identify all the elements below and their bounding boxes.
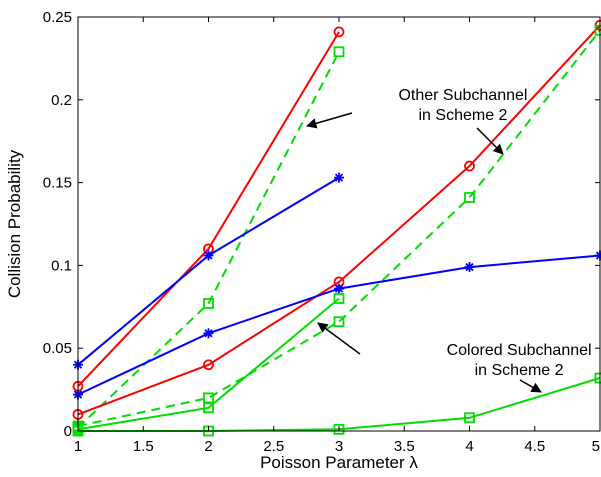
data-point	[203, 250, 214, 261]
annotation-text: in Scheme 2	[419, 107, 508, 124]
annotation-text: Other Subchannel	[398, 87, 527, 104]
data-point	[464, 160, 475, 172]
y-tick-label: 0.05	[43, 340, 72, 357]
data-point	[464, 262, 475, 273]
y-tick-label: 0.2	[51, 92, 72, 109]
annotation-arrow	[519, 379, 542, 393]
series-line	[77, 51, 340, 429]
data-point	[203, 392, 214, 404]
data-point	[203, 402, 214, 414]
x-tick-label: 3.5	[394, 438, 415, 455]
data-point	[464, 192, 475, 203]
data-point	[334, 283, 344, 294]
data-point	[333, 316, 345, 328]
y-axis-label: Collision Probability	[5, 149, 24, 298]
y-tick-label: 0	[64, 423, 72, 440]
series-line	[77, 297, 340, 431]
data-point	[464, 412, 475, 424]
x-tick-label: 3	[335, 438, 343, 455]
annotation-arrow	[305, 112, 353, 129]
data-point	[203, 298, 214, 309]
y-tick-label: 0.25	[43, 9, 72, 26]
data-point	[333, 26, 345, 38]
x-tick-label: 2	[204, 438, 212, 455]
annotation-1: Colored Subchannel in Scheme 2	[317, 322, 592, 393]
series-line	[77, 31, 340, 387]
data-point	[203, 359, 214, 371]
x-axis: 1 1.5 2 2.5 3 3.5 4 4.5 5	[74, 17, 601, 455]
data-point	[334, 172, 344, 183]
series-line	[77, 24, 601, 416]
x-axis-label: Poisson Parameter λ	[260, 453, 418, 472]
data-point	[203, 328, 214, 339]
x-tick-label: 5	[592, 438, 600, 455]
x-tick-label: 1	[74, 438, 82, 455]
y-tick-label: 0.1	[51, 257, 72, 274]
annotation-text: Colored Subchannel	[447, 342, 592, 359]
annotation-arrow	[317, 322, 361, 355]
annotation-arrow	[476, 127, 504, 155]
data-point	[333, 423, 345, 435]
data-point	[333, 293, 345, 304]
x-tick-label: 4.5	[524, 438, 545, 455]
x-tick-label: 1.5	[133, 438, 154, 455]
y-axis: 0 0.05 0.1 0.15 0.2 0.25	[43, 9, 600, 440]
x-tick-label: 2.5	[263, 438, 284, 455]
y-tick-label: 0.15	[43, 175, 72, 192]
x-tick-label: 4	[465, 438, 473, 455]
annotation-0: Other Subchannel in Scheme 2	[305, 87, 527, 155]
annotation-text: in Scheme 2	[475, 362, 564, 379]
data-point	[333, 46, 345, 58]
